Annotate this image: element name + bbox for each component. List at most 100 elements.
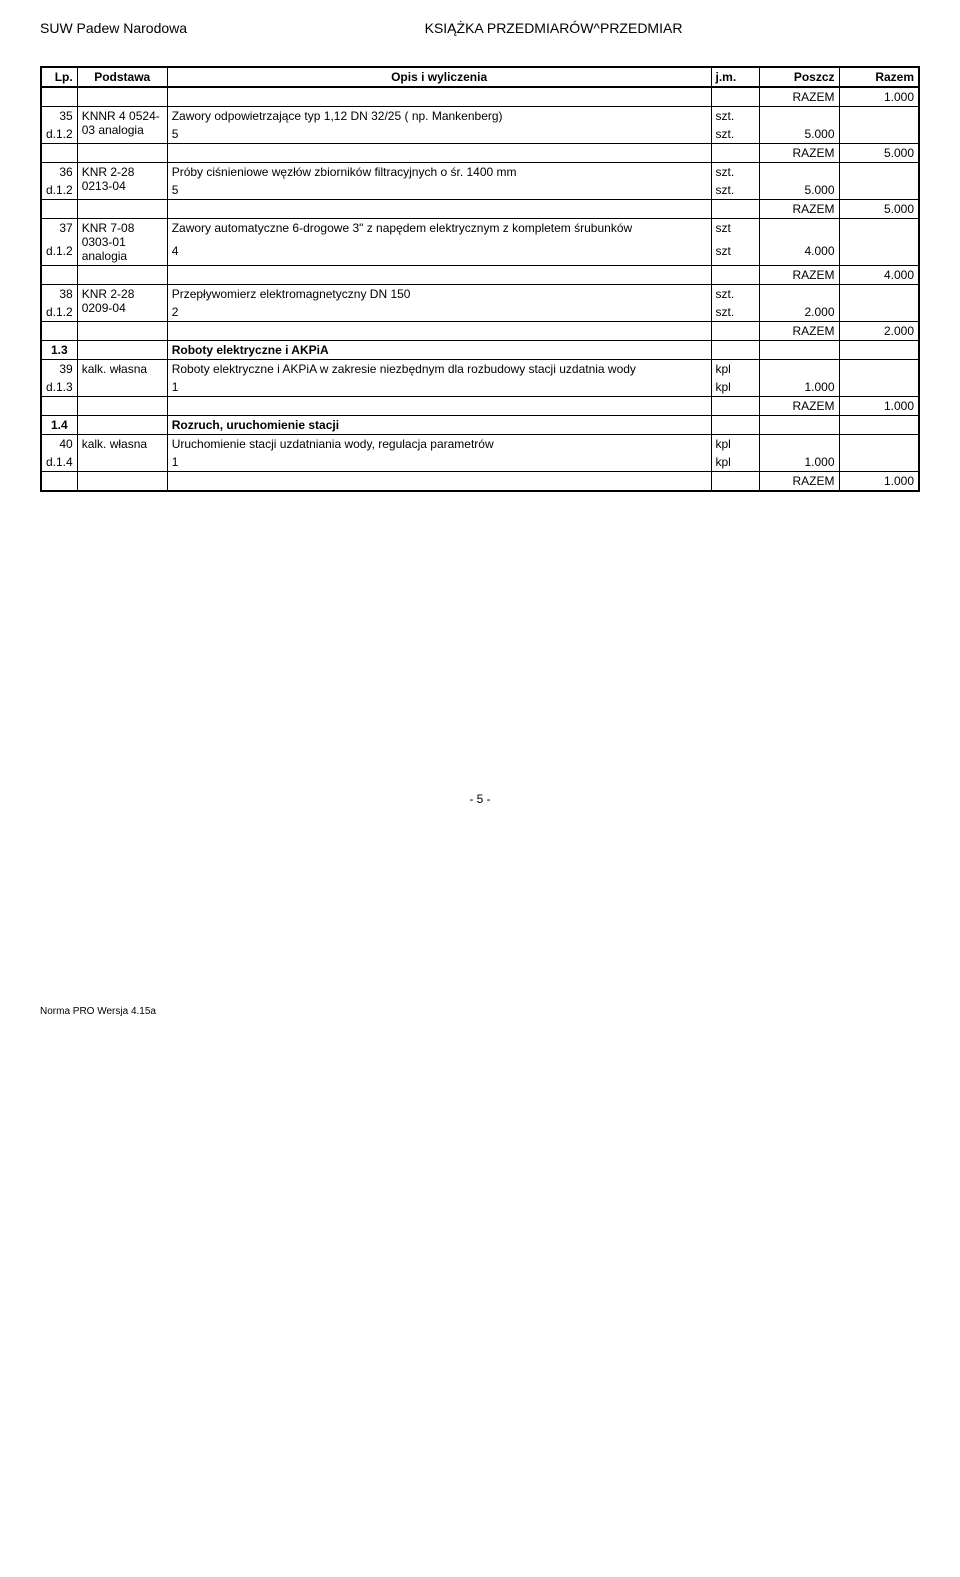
razem-value: 4.000 [839,266,919,285]
calc-jm: szt. [711,303,759,322]
footer-software: Norma PRO Wersja 4.15a [40,1006,920,1017]
d-cell: d.1.2 [41,303,77,322]
calc-jm: kpl [711,378,759,397]
razem-label: RAZEM [759,266,839,285]
calc-cell: 1 [167,378,711,397]
calc-jm: szt [711,242,759,266]
col-poszcz: Poszcz [759,67,839,87]
opis-cell: Zawory odpowietrzające typ 1,12 DN 32/25… [167,107,711,126]
poszcz-cell: 1.000 [759,378,839,397]
item-row: d.1.2 2 szt. 2.000 [41,303,919,322]
item-row: 39 kalk. własna Roboty elektryczne i AKP… [41,360,919,379]
table-header-row: Lp. Podstawa Opis i wyliczenia j.m. Posz… [41,67,919,87]
opis-cell: Zawory automatyczne 6-drogowe 3" z napęd… [167,219,711,243]
col-podstawa: Podstawa [77,67,167,87]
jm-cell: szt [711,219,759,243]
opis-cell: Próby ciśnieniowe węzłów zbiorników filt… [167,163,711,182]
section-lp: 1.3 [41,341,77,360]
podstawa-text: KNR 7-08 0303-01 analogia [82,221,135,263]
d-cell: d.1.2 [41,125,77,144]
jm-cell: kpl [711,435,759,454]
razem-row: RAZEM 2.000 [41,322,919,341]
d-cell: d.1.2 [41,181,77,200]
podstawa-text: KNR 2-28 0209-04 [82,287,135,315]
razem-row: RAZEM 1.000 [41,397,919,416]
calc-jm: szt. [711,181,759,200]
podstawa-text: kalk. własna [82,362,147,376]
podstawa-cell: KNNR 4 0524-03 analogia [77,107,167,144]
lp-cell: 39 [41,360,77,379]
calc-cell: 5 [167,125,711,144]
page-header: SUW Padew Narodowa KSIĄŻKA PRZEDMIARÓW^P… [40,20,920,36]
lp-cell: 37 [41,219,77,243]
col-lp: Lp. [41,67,77,87]
header-center: KSIĄŻKA PRZEDMIARÓW^PRZEDMIAR [187,20,920,36]
section-title: Roboty elektryczne i AKPiA [167,341,711,360]
podstawa-text: KNR 2-28 0213-04 [82,165,135,193]
item-row: 35 KNNR 4 0524-03 analogia Zawory odpowi… [41,107,919,126]
item-row: d.1.2 4 szt 4.000 [41,242,919,266]
podstawa-text: kalk. własna [82,437,147,451]
item-row: d.1.3 1 kpl 1.000 [41,378,919,397]
jm-cell: szt. [711,107,759,126]
podstawa-cell: kalk. własna [77,435,167,472]
razem-row: RAZEM 1.000 [41,472,919,492]
jm-cell: szt. [711,163,759,182]
item-row: 40 kalk. własna Uruchomienie stacji uzda… [41,435,919,454]
item-row: d.1.2 5 szt. 5.000 [41,181,919,200]
section-lp: 1.4 [41,416,77,435]
item-row: 37 KNR 7-08 0303-01 analogia Zawory auto… [41,219,919,243]
d-cell: d.1.3 [41,378,77,397]
item-row: d.1.4 1 kpl 1.000 [41,453,919,472]
col-opis: Opis i wyliczenia [167,67,711,87]
d-cell: d.1.4 [41,453,77,472]
podstawa-cell: KNR 2-28 0209-04 [77,285,167,322]
col-razem: Razem [839,67,919,87]
lp-cell: 35 [41,107,77,126]
razem-value: 1.000 [839,472,919,492]
razem-label: RAZEM [759,200,839,219]
calc-cell: 5 [167,181,711,200]
section-row: 1.3 Roboty elektryczne i AKPiA [41,341,919,360]
podstawa-text: KNNR 4 0524-03 analogia [82,109,160,137]
calc-cell: 4 [167,242,711,266]
podstawa-cell: KNR 2-28 0213-04 [77,163,167,200]
page-number: - 5 - [40,792,920,806]
col-jm: j.m. [711,67,759,87]
section-row: 1.4 Rozruch, uruchomienie stacji [41,416,919,435]
poszcz-cell: 2.000 [759,303,839,322]
item-row: d.1.2 5 szt. 5.000 [41,125,919,144]
opis-cell: Przepływomierz elektromagnetyczny DN 150 [167,285,711,304]
jm-cell: szt. [711,285,759,304]
razem-label: RAZEM [759,144,839,163]
calc-jm: szt. [711,125,759,144]
razem-value: 5.000 [839,144,919,163]
razem-row: RAZEM 5.000 [41,144,919,163]
poszcz-cell: 1.000 [759,453,839,472]
lp-cell: 38 [41,285,77,304]
opis-cell: Roboty elektryczne i AKPiA w zakresie ni… [167,360,711,379]
opis-cell: Uruchomienie stacji uzdatniania wody, re… [167,435,711,454]
razem-label: RAZEM [759,322,839,341]
item-row: 36 KNR 2-28 0213-04 Próby ciśnieniowe wę… [41,163,919,182]
calc-cell: 2 [167,303,711,322]
razem-value: 1.000 [839,87,919,107]
section-title: Rozruch, uruchomienie stacji [167,416,711,435]
poszcz-cell: 5.000 [759,125,839,144]
calc-jm: kpl [711,453,759,472]
razem-label: RAZEM [759,87,839,107]
poszcz-cell: 4.000 [759,242,839,266]
bill-of-quantities-table: Lp. Podstawa Opis i wyliczenia j.m. Posz… [40,66,920,492]
razem-label: RAZEM [759,472,839,492]
calc-cell: 1 [167,453,711,472]
podstawa-cell: KNR 7-08 0303-01 analogia [77,219,167,266]
razem-row: RAZEM 4.000 [41,266,919,285]
razem-label: RAZEM [759,397,839,416]
razem-value: 5.000 [839,200,919,219]
poszcz-cell: 5.000 [759,181,839,200]
lp-cell: 40 [41,435,77,454]
razem-row: RAZEM 5.000 [41,200,919,219]
podstawa-cell: kalk. własna [77,360,167,397]
d-cell: d.1.2 [41,242,77,266]
razem-value: 1.000 [839,397,919,416]
